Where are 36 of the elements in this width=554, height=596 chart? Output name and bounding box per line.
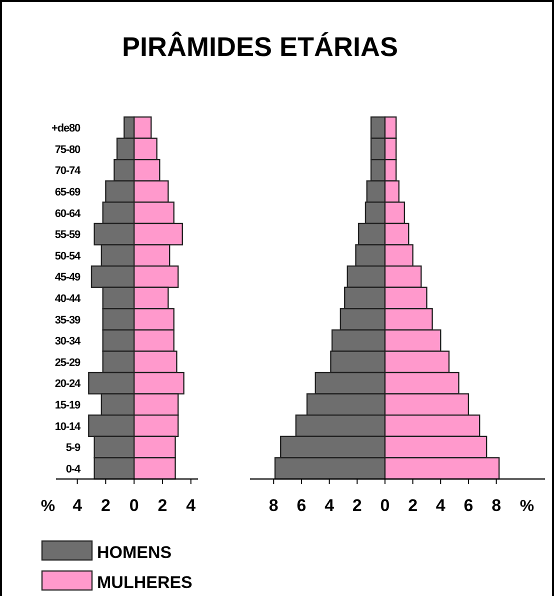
legend-label: MULHERES	[97, 573, 192, 592]
x-tick-label: 4	[72, 496, 83, 515]
y-tick-label: 65-69	[54, 186, 80, 199]
y-tick-label: 20-24	[54, 378, 82, 390]
y-tick-label: 75-80	[54, 144, 80, 156]
x-tick-label: 6	[464, 496, 474, 515]
y-tick-label: 60-64	[54, 208, 82, 220]
y-tick-label: 10-14	[54, 420, 82, 433]
x-tick-label: 2	[408, 496, 418, 515]
x-tick-label: 0	[129, 496, 139, 515]
x-axis-title: %	[40, 498, 56, 515]
x-tick-label: 4	[186, 496, 196, 515]
y-tick-label: 30-34	[54, 336, 82, 348]
y-tick-label: 55-59	[54, 229, 80, 242]
y-tick-label: 50-54	[54, 250, 82, 262]
y-tick-label: 0-4	[66, 463, 82, 476]
text: PIRÂMIDES ETÁRIAS	[122, 31, 398, 62]
y-tick-label: +de80	[52, 122, 80, 135]
legend-label: HOMENS	[97, 543, 172, 562]
x-tick-label: 4	[436, 496, 446, 515]
x-tick-label: 8	[268, 496, 278, 515]
x-tick-label: 0	[380, 496, 390, 515]
x-tick-label: 2	[100, 496, 110, 515]
y-tick-label: 70-74	[54, 165, 82, 178]
x-tick-label: 6	[296, 496, 306, 515]
y-tick-label: 15-19	[54, 399, 80, 412]
x-tick-label: 2	[352, 496, 362, 515]
y-tick-label: 25-29	[54, 356, 80, 369]
y-tick-label: 40-44	[54, 293, 82, 305]
x-axis-title: %	[520, 498, 534, 515]
y-tick-label: 5-9	[66, 442, 80, 454]
x-tick-label: 2	[158, 496, 168, 515]
y-tick-label: 35-39	[54, 314, 80, 326]
x-tick-label: 8	[492, 496, 502, 515]
x-tick-label: 4	[324, 496, 335, 515]
y-tick-label: 45-49	[54, 272, 80, 284]
